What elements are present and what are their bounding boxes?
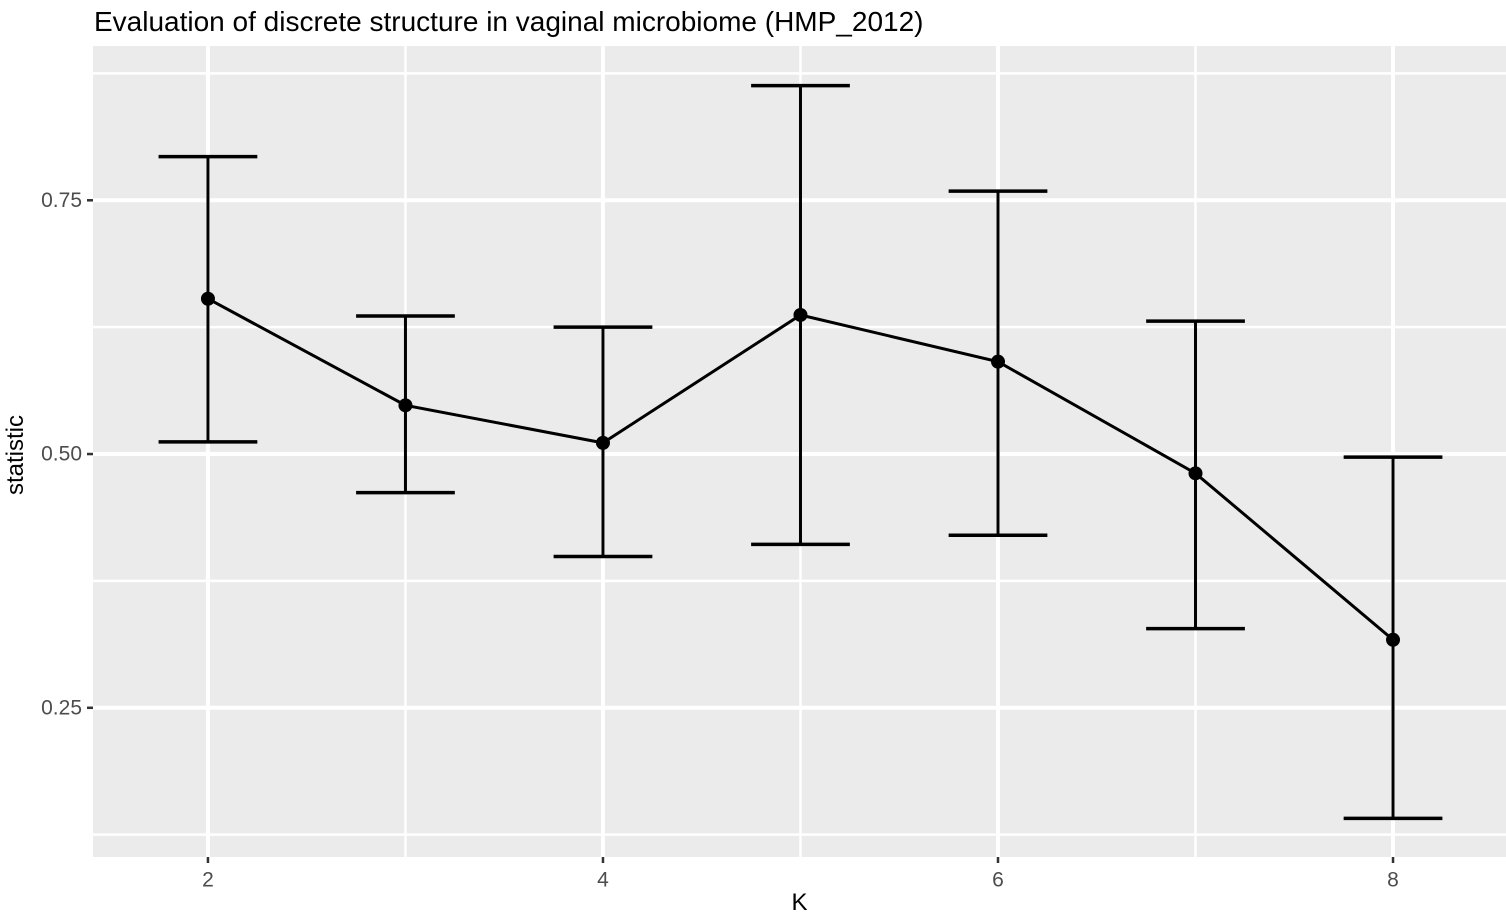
y-tick-label: 0.50 <box>41 443 82 466</box>
y-tick-label: 0.75 <box>41 189 82 212</box>
data-point <box>793 307 808 322</box>
x-tick-label: 2 <box>202 869 214 892</box>
y-tick-label: 0.25 <box>41 696 82 719</box>
data-point <box>1188 466 1203 481</box>
x-tick-label: 8 <box>1387 869 1399 892</box>
x-tick-label: 4 <box>597 869 609 892</box>
data-point <box>595 435 610 450</box>
data-point <box>398 398 413 413</box>
data-point <box>990 354 1005 369</box>
data-point <box>1386 632 1401 647</box>
y-axis-title: statistic <box>2 414 29 496</box>
x-axis-title: K <box>791 889 808 916</box>
plot-title: Evaluation of discrete structure in vagi… <box>94 6 924 37</box>
data-point <box>200 291 215 306</box>
x-tick-label: 6 <box>992 869 1004 892</box>
